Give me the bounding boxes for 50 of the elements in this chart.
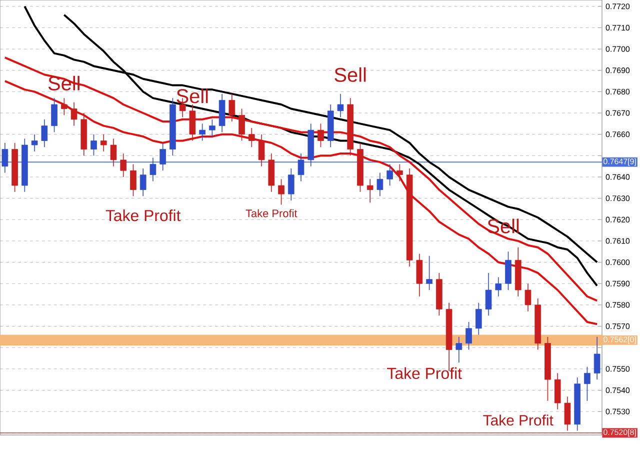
candlestick (386, 164, 393, 186)
candlestick (366, 178, 374, 203)
candlestick (485, 272, 492, 316)
candlestick (594, 336, 600, 380)
candlestick (140, 168, 146, 197)
candlestick (150, 157, 156, 182)
candlestick (554, 372, 561, 410)
candlestick (426, 255, 432, 290)
candlestick (228, 93, 236, 122)
candlestick (584, 366, 590, 402)
annotation: Sell (176, 88, 208, 104)
candlestick (278, 178, 284, 206)
annotation: Take Profit (106, 210, 181, 222)
candlestick (505, 251, 512, 290)
candlestick (318, 123, 324, 148)
candlestick (110, 138, 117, 167)
candlestick (160, 142, 166, 171)
candlestick (31, 134, 38, 152)
annotation: Sell (334, 67, 366, 82)
candlestick (466, 322, 472, 350)
candlestick (248, 128, 255, 148)
candlestick (199, 123, 206, 142)
candlestick (258, 134, 265, 167)
candlestick (51, 98, 58, 133)
candlestick (209, 119, 216, 137)
candlestick (238, 108, 245, 142)
candlestick (456, 336, 462, 363)
candlestick (189, 104, 196, 142)
candlestick (60, 98, 68, 116)
annotation: Take Profit (246, 209, 298, 218)
annotation: Take Profit (483, 414, 554, 426)
candlestick (524, 283, 532, 312)
candlestick (130, 164, 136, 197)
candlestick (90, 134, 97, 156)
candlestick (2, 142, 8, 174)
annotation: Sell (48, 76, 80, 90)
annotation: Take Profit (387, 367, 462, 380)
candlestick (376, 172, 384, 197)
candlestick (495, 276, 502, 297)
candlestick (100, 134, 107, 152)
candlestick (288, 168, 294, 201)
candlestick (70, 102, 78, 126)
candlestick (120, 153, 127, 178)
candlestick (475, 302, 482, 336)
candlestick (416, 253, 423, 297)
candlestick (298, 153, 304, 182)
candlestick (337, 93, 344, 118)
candlestick (41, 119, 48, 148)
candlestick (564, 396, 571, 432)
candlestick (396, 164, 403, 182)
